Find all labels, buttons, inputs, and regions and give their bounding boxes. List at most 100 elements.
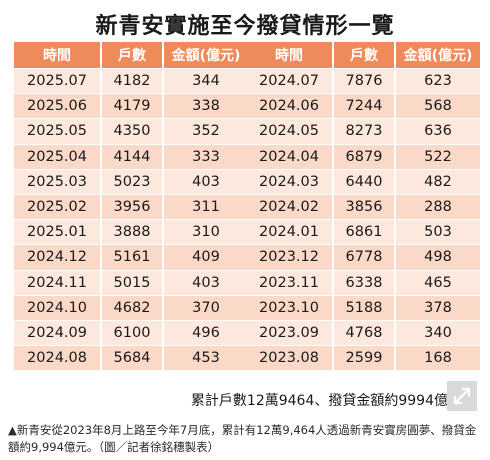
header-households: 戶數 bbox=[334, 42, 396, 68]
table-header-row: 時間 戶數 金額(億元) bbox=[14, 42, 248, 68]
table-row: 2025.02 3956 311 bbox=[14, 193, 248, 220]
cell-amount: 288 bbox=[396, 193, 480, 220]
table-row: 2024.10 4682 370 bbox=[14, 294, 248, 320]
header-households: 戶數 bbox=[102, 42, 164, 68]
cell-households: 2599 bbox=[334, 345, 396, 371]
cell-amount: 498 bbox=[396, 244, 480, 270]
cell-households: 7876 bbox=[334, 68, 396, 94]
cell-households: 3856 bbox=[334, 193, 396, 220]
expand-button[interactable] bbox=[447, 381, 477, 411]
table-row: 2023.10 5188 378 bbox=[246, 294, 480, 320]
header-amount: 金額(億元) bbox=[396, 42, 480, 68]
cell-households: 3956 bbox=[102, 193, 164, 220]
cell-time: 2023.11 bbox=[246, 269, 334, 295]
table-row: 2025.04 4144 333 bbox=[14, 143, 248, 169]
table-row: 2023.08 2599 168 bbox=[246, 345, 480, 371]
table-row: 2023.11 6338 465 bbox=[246, 269, 480, 295]
table-row: 2024.05 8273 636 bbox=[246, 118, 480, 144]
cell-amount: 311 bbox=[164, 193, 248, 220]
cell-amount: 370 bbox=[164, 294, 248, 320]
table-row: 2023.12 6778 498 bbox=[246, 244, 480, 270]
cell-time: 2024.09 bbox=[14, 319, 102, 346]
cell-households: 4179 bbox=[102, 93, 164, 119]
table-row: 2024.09 6100 496 bbox=[14, 319, 248, 346]
cell-households: 4182 bbox=[102, 68, 164, 94]
cell-amount: 338 bbox=[164, 93, 248, 119]
cell-households: 4768 bbox=[334, 319, 396, 346]
cell-amount: 623 bbox=[396, 68, 480, 94]
cell-time: 2024.07 bbox=[246, 68, 334, 94]
cell-households: 6778 bbox=[334, 244, 396, 270]
cell-time: 2024.10 bbox=[14, 294, 102, 320]
cell-time: 2024.01 bbox=[246, 219, 334, 245]
cell-time: 2023.09 bbox=[246, 319, 334, 346]
cell-households: 7244 bbox=[334, 93, 396, 119]
cell-households: 5015 bbox=[102, 269, 164, 295]
cell-time: 2025.05 bbox=[14, 118, 102, 144]
table-row: 2024.02 3856 288 bbox=[246, 193, 480, 220]
cell-time: 2024.12 bbox=[14, 244, 102, 270]
cell-amount: 333 bbox=[164, 143, 248, 169]
cell-time: 2025.03 bbox=[14, 168, 102, 194]
table-row: 2024.01 6861 503 bbox=[246, 219, 480, 245]
cell-amount: 352 bbox=[164, 118, 248, 144]
table-row: 2025.03 5023 403 bbox=[14, 168, 248, 194]
left-data-table: 時間 戶數 金額(億元) 2025.07 4182 344 2025.06 4179 33… bbox=[14, 42, 248, 371]
cell-amount: 409 bbox=[164, 244, 248, 270]
cell-time: 2025.04 bbox=[14, 143, 102, 169]
expand-arrow-icon bbox=[453, 387, 471, 405]
table-row: 2024.12 5161 409 bbox=[14, 244, 248, 270]
cell-amount: 403 bbox=[164, 168, 248, 194]
cell-amount: 522 bbox=[396, 143, 480, 169]
cell-households: 5684 bbox=[102, 345, 164, 371]
cell-households: 4144 bbox=[102, 143, 164, 169]
cell-time: 2024.03 bbox=[246, 168, 334, 194]
cell-time: 2024.06 bbox=[246, 93, 334, 119]
table-row: 2024.11 5015 403 bbox=[14, 269, 248, 295]
total-summary: 累計戶數12萬9464、撥貸金額約9994億元 bbox=[190, 393, 462, 409]
table-row: 2025.07 4182 344 bbox=[14, 68, 248, 94]
cell-households: 6100 bbox=[102, 319, 164, 346]
cell-amount: 503 bbox=[396, 219, 480, 245]
table-header-row: 時間 戶數 金額(億元) bbox=[246, 42, 480, 68]
cell-households: 4350 bbox=[102, 118, 164, 144]
right-data-table: 時間 戶數 金額(億元) 2024.07 7876 623 2024.06 7244 56… bbox=[246, 42, 480, 371]
cell-time: 2023.12 bbox=[246, 244, 334, 270]
cell-households: 3888 bbox=[102, 219, 164, 245]
cell-households: 8273 bbox=[334, 118, 396, 144]
cell-households: 6879 bbox=[334, 143, 396, 169]
table-row: 2024.04 6879 522 bbox=[246, 143, 480, 169]
cell-time: 2025.06 bbox=[14, 93, 102, 119]
header-amount: 金額(億元) bbox=[164, 42, 248, 68]
cell-amount: 465 bbox=[396, 269, 480, 295]
table-row: 2023.09 4768 340 bbox=[246, 319, 480, 346]
cell-households: 6338 bbox=[334, 269, 396, 295]
cell-households: 5023 bbox=[102, 168, 164, 194]
table-row: 2024.08 5684 453 bbox=[14, 345, 248, 371]
cell-time: 2023.08 bbox=[246, 345, 334, 371]
header-time: 時間 bbox=[246, 42, 334, 68]
cell-households: 6440 bbox=[334, 168, 396, 194]
cell-amount: 568 bbox=[396, 93, 480, 119]
cell-amount: 636 bbox=[396, 118, 480, 144]
cell-amount: 482 bbox=[396, 168, 480, 194]
cell-households: 5188 bbox=[334, 294, 396, 320]
cell-time: 2025.02 bbox=[14, 193, 102, 220]
cell-amount: 344 bbox=[164, 68, 248, 94]
cell-time: 2025.07 bbox=[14, 68, 102, 94]
header-time: 時間 bbox=[14, 42, 102, 68]
cell-time: 2024.08 bbox=[14, 345, 102, 371]
cell-time: 2024.11 bbox=[14, 269, 102, 295]
cell-amount: 496 bbox=[164, 319, 248, 346]
right-table-body: 2024.07 7876 623 2024.06 7244 568 2024.05 8273 6… bbox=[246, 68, 480, 371]
cell-amount: 310 bbox=[164, 219, 248, 245]
table-row: 2025.05 4350 352 bbox=[14, 118, 248, 144]
cell-time: 2024.04 bbox=[246, 143, 334, 169]
table-row: 2024.07 7876 623 bbox=[246, 68, 480, 94]
cell-amount: 403 bbox=[164, 269, 248, 295]
cell-amount: 378 bbox=[396, 294, 480, 320]
page-title: 新青安實施至今撥貸情形一覽 bbox=[95, 14, 395, 39]
cell-time: 2023.10 bbox=[246, 294, 334, 320]
cell-amount: 168 bbox=[396, 345, 480, 371]
cell-households: 5161 bbox=[102, 244, 164, 270]
